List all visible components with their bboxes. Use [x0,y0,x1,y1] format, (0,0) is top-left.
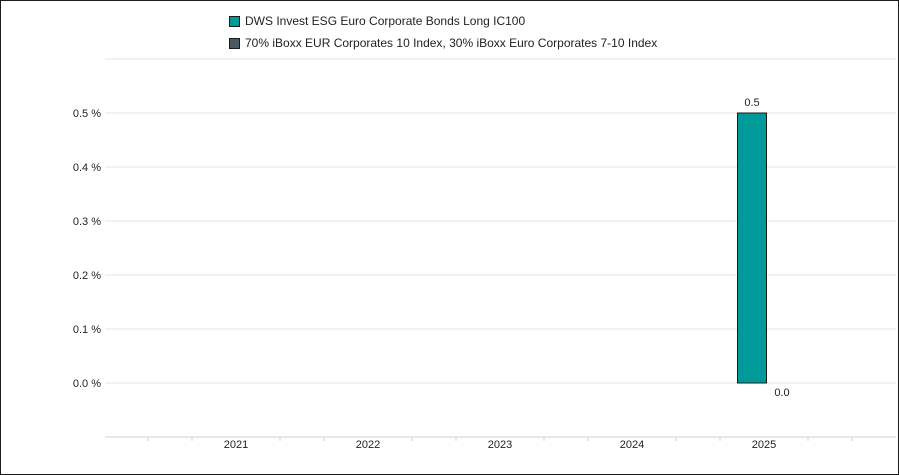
bar [737,112,767,384]
legend-label-fund: DWS Invest ESG Euro Corporate Bonds Long… [245,14,526,28]
y-tick-label: 0.1 % [73,324,101,336]
y-tick-label: 0.3 % [73,216,101,228]
x-tick-label: 2024 [620,439,644,451]
y-tick-label: 0.4 % [73,162,101,174]
legend-label-benchmark: 70% iBoxx EUR Corporates 10 Index, 30% i… [245,36,658,50]
y-tick-label: 0.0 % [73,378,101,390]
y-tick-label: 0.5 % [73,108,101,120]
legend-swatch-benchmark [229,38,240,49]
data-label: 0.5 [744,97,759,109]
legend-item-fund[interactable]: DWS Invest ESG Euro Corporate Bonds Long… [229,14,657,29]
x-tick-label: 2022 [356,439,380,451]
legend-swatch-fund [229,16,240,27]
data-label: 0.0 [774,387,789,399]
x-tick-label: 2021 [224,439,248,451]
legend: DWS Invest ESG Euro Corporate Bonds Long… [229,14,657,58]
legend-item-benchmark[interactable]: 70% iBoxx EUR Corporates 10 Index, 30% i… [229,36,657,51]
y-tick-label: 0.2 % [73,270,101,282]
x-tick-label: 2025 [752,439,776,451]
x-tick-label: 2023 [488,439,512,451]
